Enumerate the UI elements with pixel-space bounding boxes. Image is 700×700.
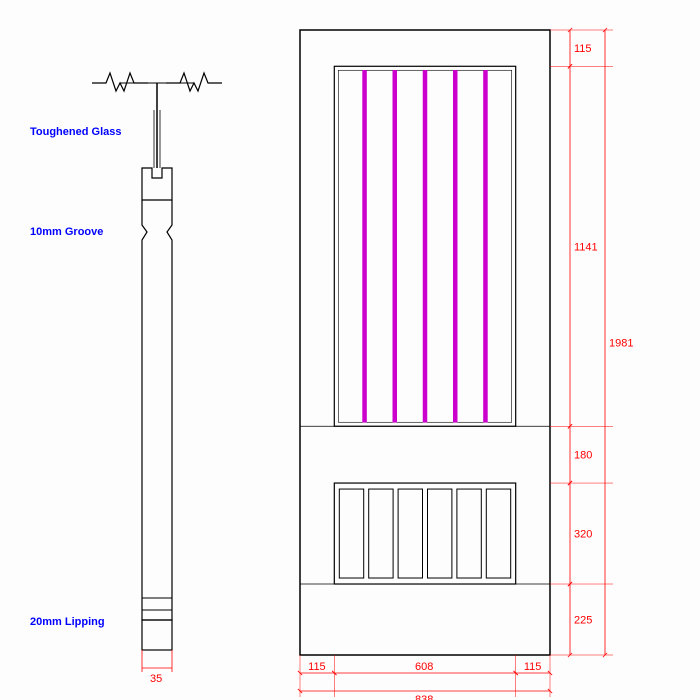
glazing-bar [423, 70, 427, 422]
annotation-groove: 10mm Groove [30, 226, 103, 238]
glazing-bar [363, 70, 367, 422]
bottom-panel [369, 489, 393, 578]
dim-left-rail: 115 [308, 661, 326, 673]
bottom-panel [486, 489, 510, 578]
dim-glass: 1141 [574, 241, 598, 253]
dim-right-rail: 115 [524, 661, 542, 673]
dim-center: 608 [415, 661, 433, 673]
bottom-panel [428, 489, 452, 578]
glazing-bar [483, 70, 487, 422]
annotation-lipping: 20mm Lipping [30, 616, 105, 628]
bottom-panel [339, 489, 363, 578]
glazing-bar [393, 70, 397, 422]
dim-section-width: 35 [150, 673, 162, 685]
bottom-panel [457, 489, 481, 578]
technical-drawing: Toughened Glass 10mm Groove 20mm Lipping 35… [0, 0, 700, 700]
dim-bottom: 225 [574, 615, 592, 627]
dim-mid: 180 [574, 450, 592, 462]
dim-top: 115 [574, 43, 592, 55]
panel-area [334, 483, 515, 584]
dim-panels: 320 [574, 529, 592, 541]
glazing-bar [453, 70, 457, 422]
dim-overall: 1981 [609, 338, 633, 350]
dim-width: 838 [415, 694, 433, 700]
annotation-glass: Toughened Glass [30, 126, 121, 138]
bottom-panel [398, 489, 422, 578]
